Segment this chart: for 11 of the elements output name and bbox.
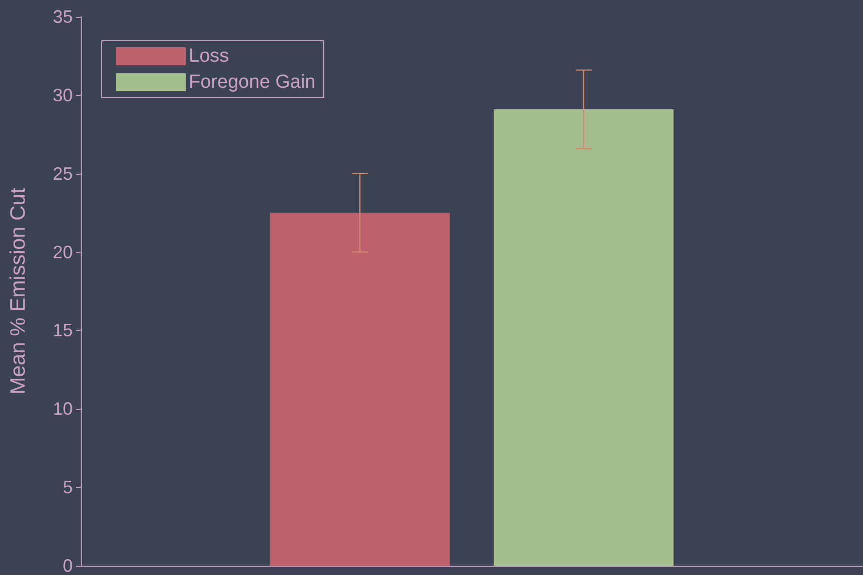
y-tick-label: 5	[62, 478, 73, 498]
y-tick-label: 20	[52, 242, 73, 262]
y-tick-label: 10	[52, 399, 73, 420]
y-axis-title: Mean % Emission Cut	[7, 188, 30, 395]
legend-label: Foregone Gain	[189, 72, 316, 93]
y-tick-label: 15	[52, 320, 73, 341]
y-tick-label: 25	[52, 164, 73, 184]
y-tick-label: 0	[62, 556, 73, 575]
y-tick-label: 30	[52, 85, 73, 106]
legend-label: Loss	[189, 46, 230, 67]
y-tick-label: 35	[52, 7, 73, 27]
